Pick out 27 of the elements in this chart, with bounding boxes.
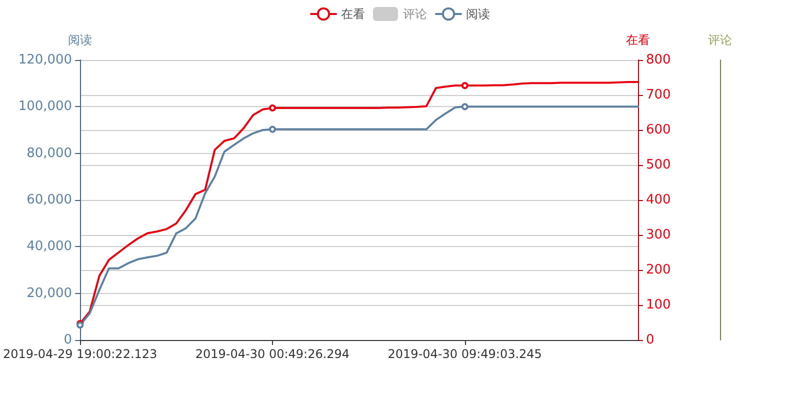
y2-tick-label: 400: [646, 192, 671, 208]
x-tick-label: 2019-04-29 19:00:22.123: [2, 347, 158, 361]
y2-tick-label: 500: [646, 158, 671, 172]
y2-tick-label: 300: [646, 228, 671, 242]
point: [268, 126, 276, 133]
y-tick-label: 60,000: [26, 192, 72, 208]
y-tick-label: 80,000: [26, 146, 72, 161]
y-tick-label: 100,000: [18, 99, 72, 114]
y2-tick-label: 100: [646, 298, 671, 312]
y2-tick-label: 800: [646, 52, 671, 68]
y-axis-title: 阅读: [68, 33, 92, 47]
legend-label: 在看: [341, 7, 365, 21]
y-tick-label: 20,000: [26, 286, 72, 301]
point: [461, 103, 468, 110]
y2-tick-label: 200: [646, 262, 671, 278]
legend-label: 阅读: [466, 7, 490, 21]
legend-label: 评论: [403, 7, 427, 21]
y-tick-label: 120,000: [18, 52, 72, 68]
x-tick-label: 2019-04-30 00:49:26.294: [195, 347, 350, 361]
x-tick-label: 2019-04-30 09:49:03.245: [388, 347, 542, 361]
y3-axis-title: 评论: [708, 33, 732, 47]
y2-tick-label: 600: [646, 122, 671, 138]
y-tick-label: 40,000: [26, 239, 72, 254]
y2-tick-label: 0: [646, 332, 654, 348]
y-tick-label: 0: [64, 332, 72, 348]
y2-axis-title: 在看: [626, 33, 650, 47]
y2-tick-label: 700: [646, 88, 671, 102]
